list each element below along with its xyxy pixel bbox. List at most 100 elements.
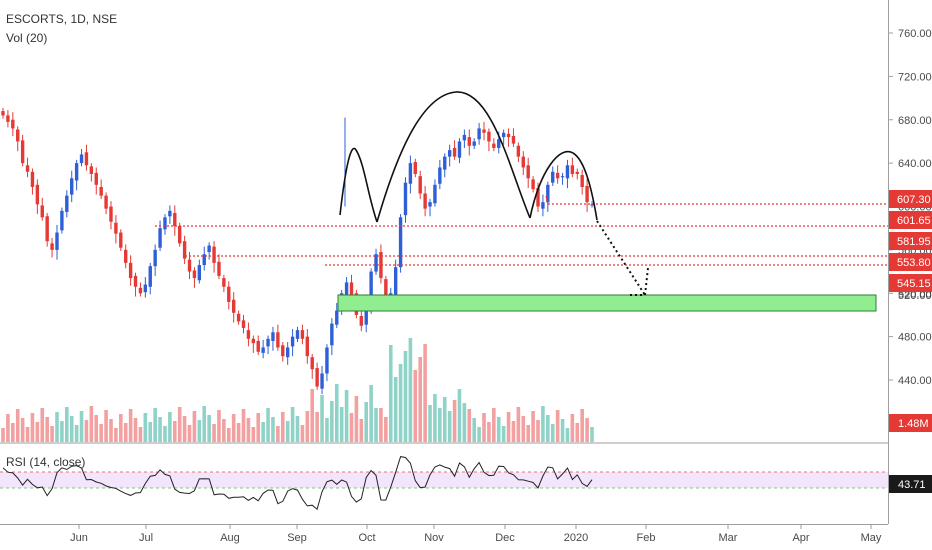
candle-body bbox=[310, 357, 314, 370]
volume-bar bbox=[69, 416, 74, 442]
price-tick-label: 480.00 bbox=[898, 332, 932, 344]
candle-body bbox=[379, 252, 383, 279]
candle-body bbox=[50, 243, 54, 250]
candle-body bbox=[462, 134, 467, 141]
volume-bar bbox=[393, 377, 398, 442]
price-tags: 607.30 601.65 581.95 553.80 545.15 bbox=[889, 190, 932, 292]
candle-body bbox=[153, 249, 157, 267]
candle-body bbox=[374, 254, 378, 272]
candle-body bbox=[60, 210, 64, 231]
volume-bar bbox=[109, 419, 113, 442]
price-tag bbox=[889, 274, 932, 292]
price-tag bbox=[889, 190, 932, 208]
support-lines bbox=[155, 195, 888, 266]
volume-bar bbox=[60, 421, 64, 442]
volume-bar bbox=[212, 424, 216, 442]
candle-body bbox=[133, 275, 138, 287]
volume-bar bbox=[6, 414, 10, 442]
candle-body bbox=[25, 165, 30, 172]
volume-bar bbox=[541, 406, 545, 442]
candle-body bbox=[251, 338, 256, 344]
volume-bar bbox=[526, 425, 530, 442]
volume-bar bbox=[266, 408, 270, 442]
candle-body bbox=[511, 136, 516, 144]
candle-body bbox=[187, 259, 192, 272]
candle-body bbox=[20, 140, 25, 164]
time-axis[interactable]: Jun Jul Aug Sep Oct Nov Dec 2020 Feb Mar Apr May bbox=[70, 524, 882, 544]
right-shoulder-arc[interactable] bbox=[529, 150, 598, 221]
target-zone[interactable] bbox=[337, 294, 877, 312]
volume-bar bbox=[172, 421, 177, 442]
price-tag bbox=[889, 232, 932, 250]
price-tag-label: 545.15 bbox=[897, 278, 931, 290]
candle-body bbox=[560, 176, 565, 178]
candle-body bbox=[119, 232, 123, 248]
volume-bar bbox=[565, 428, 570, 442]
volume-bar bbox=[413, 370, 418, 442]
volume-bar bbox=[143, 413, 148, 442]
candle-body bbox=[403, 182, 408, 216]
volume-bar bbox=[496, 417, 501, 442]
candle-body bbox=[212, 246, 216, 263]
candle-body bbox=[55, 232, 59, 250]
volume-bar bbox=[433, 394, 437, 442]
volume-bar bbox=[521, 416, 526, 442]
volume-bar bbox=[123, 423, 128, 442]
candle-body bbox=[300, 330, 305, 339]
time-tick-label: Mar bbox=[719, 532, 738, 544]
candle-body bbox=[217, 261, 221, 276]
volume-bar bbox=[423, 344, 427, 442]
volume-bar bbox=[482, 413, 486, 442]
candle-body bbox=[178, 226, 182, 244]
volume-bar bbox=[467, 409, 472, 442]
volume-bar bbox=[388, 345, 393, 442]
head-arc[interactable] bbox=[376, 91, 531, 223]
rsi-label: RSI (14, close) bbox=[6, 455, 85, 469]
volume-bar bbox=[231, 414, 236, 442]
candle-body bbox=[364, 301, 368, 325]
candle-body bbox=[546, 184, 550, 203]
volume-bar bbox=[11, 423, 15, 442]
volume-bar bbox=[192, 411, 197, 442]
volume-bar bbox=[148, 422, 153, 442]
candle-body bbox=[393, 267, 398, 296]
time-tick-label: Apr bbox=[792, 532, 809, 544]
volume-bar bbox=[197, 420, 202, 442]
volume-bar bbox=[133, 418, 138, 442]
candle-body bbox=[246, 330, 251, 339]
candle-body bbox=[276, 332, 280, 348]
volume-bar bbox=[153, 408, 157, 442]
volume-bar bbox=[94, 415, 99, 442]
volume-bar bbox=[447, 411, 452, 442]
candle-body bbox=[541, 202, 545, 209]
volume-bar bbox=[344, 390, 349, 442]
volume-bar bbox=[15, 409, 20, 442]
volume-bar bbox=[261, 422, 265, 442]
projection-path[interactable] bbox=[596, 220, 649, 296]
volume-bar bbox=[20, 418, 25, 442]
candle-body bbox=[124, 249, 128, 263]
candle-body bbox=[487, 131, 491, 142]
volume-bar bbox=[128, 409, 133, 442]
candle-body bbox=[477, 128, 481, 140]
candle-body bbox=[16, 129, 20, 142]
volume-bar bbox=[560, 419, 565, 442]
price-panel[interactable] bbox=[0, 0, 888, 442]
volume-bar bbox=[50, 426, 54, 442]
candle-body bbox=[531, 179, 535, 190]
volume-bar bbox=[506, 412, 511, 442]
candle-body bbox=[128, 262, 133, 279]
price-tag bbox=[889, 253, 932, 271]
volume-bar bbox=[35, 422, 40, 442]
time-tick-label: Sep bbox=[287, 532, 307, 544]
volume-bar bbox=[438, 408, 442, 442]
candle-body bbox=[227, 286, 231, 302]
left-shoulder-arc[interactable] bbox=[339, 147, 378, 223]
rsi-tag bbox=[889, 475, 932, 493]
candle-body bbox=[207, 245, 211, 253]
candle-body bbox=[433, 184, 437, 204]
candle-body bbox=[472, 141, 476, 146]
volume-bar bbox=[369, 385, 373, 442]
candle-body bbox=[590, 204, 594, 206]
